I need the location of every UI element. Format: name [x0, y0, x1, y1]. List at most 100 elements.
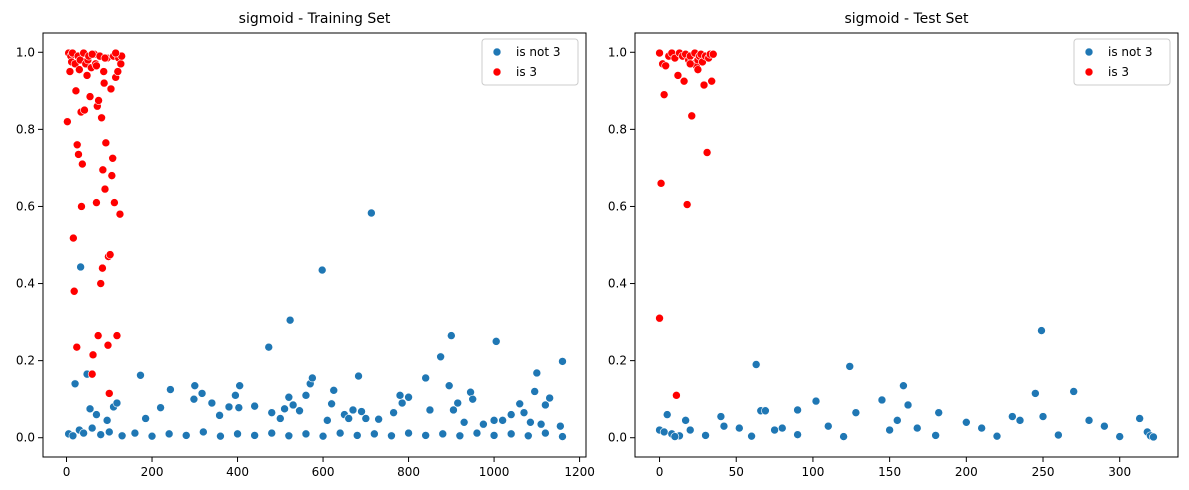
data-point-is-not-3 — [141, 414, 150, 423]
data-point-is-not-3 — [811, 396, 821, 406]
data-point-is-not-3 — [449, 405, 458, 415]
data-point-is-not-3 — [70, 379, 80, 389]
data-point-is-3 — [88, 350, 98, 360]
legend-marker — [1084, 47, 1094, 57]
data-point-is-3 — [92, 61, 101, 71]
data-point-is-3 — [101, 138, 111, 148]
data-point-is-not-3 — [166, 385, 175, 394]
x-tick-label: 50 — [729, 465, 744, 479]
data-point-is-3 — [97, 113, 106, 123]
data-point-is-3 — [72, 342, 82, 352]
data-point-is-not-3 — [215, 411, 224, 420]
data-point-is-not-3 — [395, 391, 405, 400]
data-point-is-not-3 — [839, 432, 848, 441]
data-point-is-not-3 — [489, 416, 499, 425]
legend-label: is 3 — [1108, 65, 1129, 79]
y-tick-label: 0.0 — [16, 431, 35, 445]
data-point-is-not-3 — [468, 394, 477, 404]
data-point-is-not-3 — [181, 431, 191, 440]
data-point-is-3 — [672, 391, 681, 400]
data-point-is-not-3 — [267, 408, 277, 417]
x-tick-label: 400 — [226, 465, 249, 479]
data-point-is-not-3 — [992, 431, 1002, 441]
data-point-is-not-3 — [662, 410, 672, 419]
data-point-is-not-3 — [491, 337, 501, 346]
data-point-is-not-3 — [912, 423, 922, 433]
data-point-is-3 — [99, 78, 109, 88]
data-point-is-not-3 — [962, 418, 971, 427]
data-point-is-not-3 — [556, 421, 565, 431]
x-tick-label: 200 — [141, 465, 164, 479]
data-point-is-not-3 — [112, 398, 122, 408]
data-point-is-3 — [75, 65, 84, 74]
data-point-is-not-3 — [659, 427, 669, 437]
data-point-is-not-3 — [301, 391, 311, 400]
legend: is not 3 is 3 — [481, 38, 579, 86]
y-tick-label: 0.2 — [608, 354, 627, 368]
data-point-is-not-3 — [793, 405, 802, 415]
x-tick-label: 300 — [1108, 465, 1131, 479]
data-point-is-not-3 — [318, 431, 328, 441]
data-point-is-not-3 — [104, 427, 114, 437]
x-tick-label: 800 — [397, 465, 420, 479]
y-tick-label: 0.8 — [608, 122, 627, 136]
data-point-is-not-3 — [1115, 432, 1125, 441]
data-point-is-not-3 — [1031, 389, 1040, 398]
legend-marker — [492, 47, 502, 57]
data-point-is-not-3 — [344, 414, 354, 423]
data-point-is-not-3 — [199, 427, 208, 437]
data-point-is-not-3 — [536, 419, 546, 429]
data-point-is-not-3 — [851, 408, 861, 417]
data-point-is-3 — [85, 92, 95, 101]
data-point-is-not-3 — [421, 431, 430, 440]
data-point-is-not-3 — [977, 423, 986, 433]
data-point-is-not-3 — [250, 431, 259, 440]
y-tick-label: 1.0 — [16, 45, 35, 59]
legend-label: is not 3 — [516, 45, 561, 59]
data-point-is-not-3 — [1135, 414, 1144, 423]
data-point-is-not-3 — [361, 414, 371, 423]
data-point-is-not-3 — [685, 425, 695, 435]
data-point-is-not-3 — [295, 406, 304, 416]
data-point-is-not-3 — [761, 406, 770, 416]
data-point-is-3 — [80, 105, 89, 115]
data-point-is-not-3 — [1054, 430, 1063, 440]
data-point-is-not-3 — [374, 414, 383, 424]
data-point-is-3 — [98, 263, 107, 273]
data-point-is-3 — [69, 233, 78, 243]
data-point-is-not-3 — [234, 403, 244, 412]
data-point-is-3 — [71, 86, 81, 96]
chart-title: sigmoid - Test Set — [844, 11, 969, 27]
legend-label: is not 3 — [1108, 45, 1153, 59]
data-point-is-not-3 — [354, 371, 363, 381]
data-point-is-3 — [87, 49, 97, 59]
data-point-is-not-3 — [301, 429, 311, 439]
legend-marker — [492, 67, 502, 77]
data-point-is-not-3 — [1015, 416, 1025, 425]
data-point-is-not-3 — [136, 370, 145, 380]
y-tick-label: 0.4 — [16, 277, 35, 291]
data-point-is-not-3 — [498, 416, 507, 425]
x-tick-label: 100 — [801, 465, 824, 479]
data-point-is-not-3 — [79, 428, 88, 438]
data-point-is-3 — [115, 209, 125, 219]
data-point-is-3 — [107, 171, 117, 180]
subplot-0: sigmoid - Training Set 0 200 400 600 800 1000 1… — [16, 11, 595, 479]
data-point-is-3 — [659, 90, 669, 99]
data-point-is-not-3 — [716, 412, 726, 421]
data-point-is-3 — [113, 67, 123, 76]
data-point-is-3 — [708, 49, 718, 59]
data-point-is-3 — [656, 179, 666, 188]
data-point-is-not-3 — [459, 418, 469, 427]
data-point-is-3 — [679, 76, 689, 86]
x-tick-label: 200 — [955, 465, 978, 479]
x-tick-label: 0 — [656, 465, 664, 479]
data-point-is-3 — [655, 313, 664, 323]
data-point-is-not-3 — [231, 391, 240, 400]
data-point-is-not-3 — [1084, 416, 1094, 425]
data-point-is-3 — [106, 84, 116, 94]
data-point-is-not-3 — [438, 429, 448, 439]
data-point-is-3 — [78, 159, 87, 169]
data-point-is-not-3 — [1038, 412, 1048, 421]
y-tick-label: 0.2 — [16, 354, 35, 368]
